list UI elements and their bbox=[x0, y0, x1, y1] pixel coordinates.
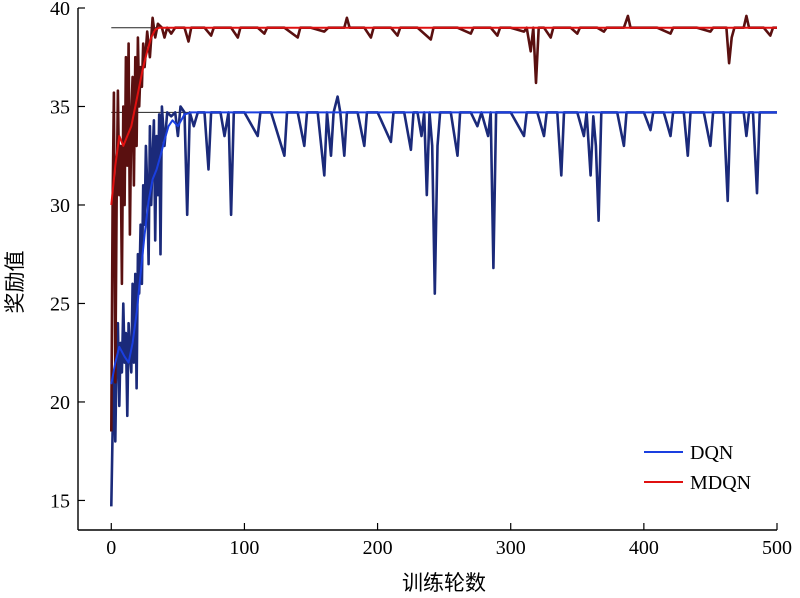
series-smoothed-mdqn bbox=[110, 26, 777, 206]
y-tick-label: 25 bbox=[50, 293, 70, 315]
x-axis-title: 训练轮数 bbox=[402, 571, 486, 595]
legend-label-mdqn: MDQN bbox=[690, 472, 751, 494]
x-tick-label: 100 bbox=[229, 537, 259, 559]
y-tick-label: 20 bbox=[50, 392, 70, 414]
y-tick-label: 35 bbox=[50, 96, 70, 118]
y-tick-label: 40 bbox=[50, 0, 70, 20]
legend: DQN MDQN bbox=[644, 442, 751, 494]
plot-area bbox=[110, 14, 777, 507]
x-tick-label: 400 bbox=[629, 537, 659, 559]
x-tick-label: 500 bbox=[762, 537, 792, 559]
x-tick-label: 0 bbox=[106, 537, 116, 559]
series-raw-mdqn bbox=[110, 14, 777, 432]
y-tick-label: 30 bbox=[50, 195, 70, 217]
y-tick-label: 15 bbox=[50, 490, 70, 512]
series-smoothed-dqn bbox=[110, 111, 777, 385]
axes: 0 100 200 300 400 500 15 20 25 30 35 40 bbox=[50, 0, 792, 559]
x-tick-label: 200 bbox=[363, 537, 393, 559]
series-raw-dqn bbox=[110, 95, 777, 507]
legend-label-dqn: DQN bbox=[690, 442, 733, 464]
y-axis-title: 奖励值 bbox=[3, 251, 27, 314]
x-tick-label: 300 bbox=[496, 537, 526, 559]
